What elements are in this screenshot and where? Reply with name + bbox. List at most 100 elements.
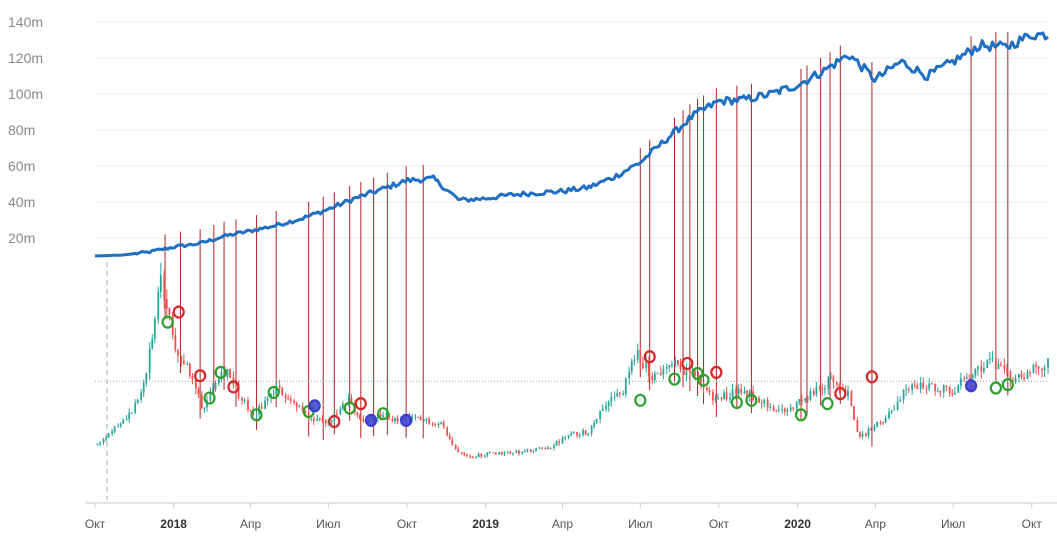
candle-body-117 xyxy=(431,423,434,425)
candle-body-83 xyxy=(333,413,336,422)
candle-body-330 xyxy=(1047,358,1049,368)
candle-body-265 xyxy=(859,431,861,437)
upper-gridlines xyxy=(95,21,1048,239)
y-tick-120m: 120m xyxy=(8,50,43,66)
candle-body-153 xyxy=(535,448,537,451)
candle-body-171 xyxy=(587,433,590,435)
candle-body-264 xyxy=(856,420,859,432)
y-axis-tick-labels: 20m 40m 60m 80m 100m 120m 140m xyxy=(8,14,43,246)
x-tick-7: Июл xyxy=(628,517,652,531)
candle-body-287 xyxy=(922,382,925,389)
y-tick-60m: 60m xyxy=(8,158,35,174)
candle-body-167 xyxy=(576,432,578,436)
candle-body-29 xyxy=(177,350,179,356)
candle-body-263 xyxy=(853,406,855,421)
candle-body-221 xyxy=(731,389,734,398)
candle-body-114 xyxy=(423,420,425,422)
marker-red-2 xyxy=(194,369,207,383)
candle-body-75 xyxy=(310,418,313,420)
candle-body-187 xyxy=(633,359,636,362)
candle-body-212 xyxy=(706,387,708,391)
marker-green-25 xyxy=(794,408,808,422)
candle-body-284 xyxy=(913,384,916,386)
candle-body-216 xyxy=(717,397,719,399)
candle-body-38 xyxy=(203,407,206,409)
marker-green-16 xyxy=(634,393,647,407)
candle-body-12 xyxy=(128,412,131,420)
candle-body-56 xyxy=(255,414,258,416)
candle-body-132 xyxy=(475,457,478,459)
candle-body-77 xyxy=(316,418,319,422)
candle-body-71 xyxy=(298,406,301,408)
candle-body-134 xyxy=(480,454,483,457)
marker-red-28 xyxy=(865,370,879,384)
candle-body-1 xyxy=(96,443,99,445)
candle-body-308 xyxy=(982,367,985,372)
candle-body-301 xyxy=(963,378,966,380)
candle-body-286 xyxy=(919,382,922,390)
candle-body-93 xyxy=(362,419,365,423)
candle-body-230 xyxy=(758,398,761,403)
candle-body-238 xyxy=(781,408,784,410)
candle-body-282 xyxy=(907,389,910,391)
candle-body-118 xyxy=(434,423,437,425)
marker-red-27 xyxy=(834,386,847,401)
marker-green-3 xyxy=(203,391,216,405)
candle-body-163 xyxy=(564,437,566,439)
x-tick-11: Июл xyxy=(941,517,965,531)
upper-series-line xyxy=(94,31,1049,258)
candle-body-37 xyxy=(200,394,203,409)
candle-body-209 xyxy=(697,375,700,377)
marker-red-19 xyxy=(681,356,694,371)
candle-body-242 xyxy=(792,407,795,409)
candle-body-205 xyxy=(685,370,688,375)
candle-body-5 xyxy=(107,433,110,438)
candle-body-127 xyxy=(460,452,463,454)
candle-body-252 xyxy=(821,388,824,390)
candle-body-35 xyxy=(194,379,197,389)
candle-body-210 xyxy=(700,376,702,384)
candle-body-21 xyxy=(153,319,156,339)
candle-body-185 xyxy=(628,371,631,379)
candle-body-103 xyxy=(391,419,394,422)
candle-body-135 xyxy=(483,455,486,457)
marker-blue-15 xyxy=(400,413,413,427)
candle-body-280 xyxy=(902,390,905,400)
x-tick-6: Апр xyxy=(552,517,574,531)
candle-body-179 xyxy=(610,397,613,402)
candle-body-159 xyxy=(553,445,555,449)
candle-body-295 xyxy=(945,385,948,387)
candle-body-92 xyxy=(359,415,361,420)
candle-body-43 xyxy=(218,378,220,384)
candle-body-150 xyxy=(526,449,529,452)
candle-body-51 xyxy=(241,398,243,401)
candle-body-213 xyxy=(708,390,711,392)
candle-body-180 xyxy=(613,396,616,398)
candle-body-91 xyxy=(356,412,359,416)
candle-body-244 xyxy=(798,399,801,403)
candle-body-225 xyxy=(743,390,746,393)
candle-body-42 xyxy=(214,383,217,390)
candle-body-312 xyxy=(994,357,997,369)
candle-body-59 xyxy=(264,400,266,409)
marker-red-1 xyxy=(172,305,185,319)
candle-body-316 xyxy=(1006,368,1008,372)
marker-blue-13 xyxy=(364,413,378,427)
candle-body-326 xyxy=(1035,364,1037,367)
candle-body-218 xyxy=(723,392,725,399)
candle-body-143 xyxy=(506,452,509,454)
candle-body-283 xyxy=(911,384,914,390)
candle-body-41 xyxy=(212,389,214,392)
candle-body-66 xyxy=(284,395,287,399)
candle-body-110 xyxy=(411,416,413,421)
candle-body-292 xyxy=(936,390,939,392)
candle-body-253 xyxy=(824,388,826,390)
candle-body-274 xyxy=(884,418,887,423)
candle-body-275 xyxy=(888,411,890,419)
candle-body-231 xyxy=(760,402,763,404)
candle-body-199 xyxy=(668,365,671,368)
candle-body-217 xyxy=(720,397,723,399)
candle-body-73 xyxy=(304,410,307,414)
signal-markers xyxy=(161,305,1014,429)
candle-body-267 xyxy=(865,433,867,436)
